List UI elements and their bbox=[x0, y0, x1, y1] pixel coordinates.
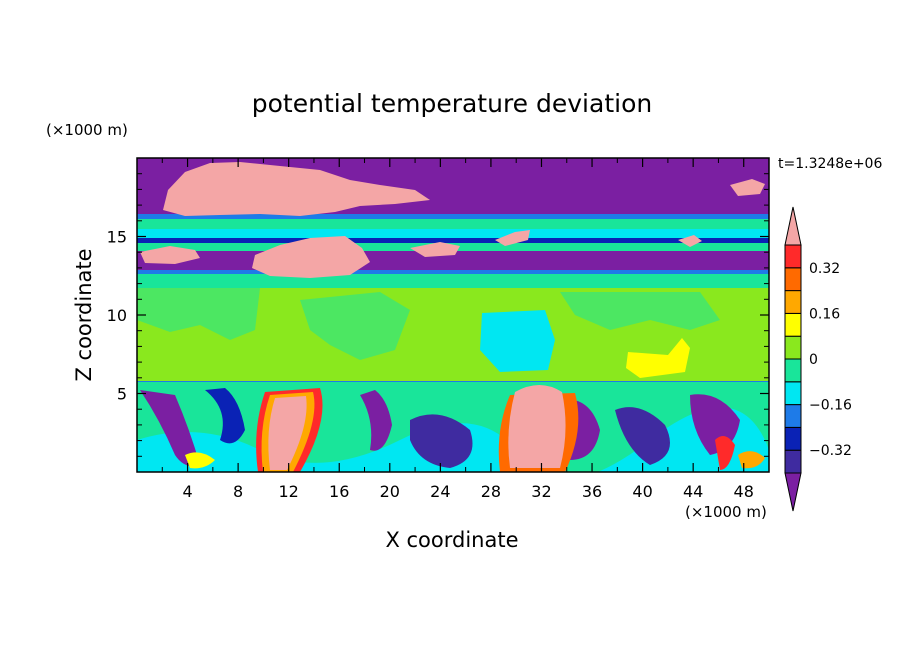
low-purple-6 bbox=[615, 407, 670, 465]
chart-title: potential temperature deviation bbox=[252, 89, 652, 118]
cyan-patch bbox=[480, 310, 555, 372]
colorbar-label: 0.16 bbox=[809, 306, 840, 322]
streak-green-c bbox=[560, 292, 720, 330]
colorbar-label: −0.32 bbox=[809, 443, 852, 459]
colorbar-swatch bbox=[784, 267, 802, 292]
streak-green-a bbox=[137, 288, 260, 340]
low-purple-2 bbox=[205, 388, 245, 444]
band-green-1 bbox=[137, 219, 769, 229]
low-yellow-spot-1 bbox=[185, 452, 215, 469]
band-cyan-1 bbox=[137, 229, 769, 238]
colorbar-swatch bbox=[784, 426, 802, 451]
x-tick-label: 4 bbox=[182, 482, 192, 501]
x-tick-label: 32 bbox=[531, 482, 551, 501]
low-red-spot bbox=[715, 436, 735, 470]
x-tick-label: 48 bbox=[734, 482, 754, 501]
colorbar-swatch bbox=[784, 449, 802, 474]
y-axis-label: Z coordinate bbox=[72, 248, 96, 381]
x-tick-label: 28 bbox=[481, 482, 501, 501]
low-purple-3 bbox=[360, 390, 392, 451]
band-blue-line-3 bbox=[137, 270, 769, 274]
band-green-3 bbox=[137, 274, 769, 288]
x-unit-label: (×1000 m) bbox=[685, 503, 767, 521]
pink-cloud-2 bbox=[252, 236, 370, 278]
time-label: t=1.3248e+06 bbox=[778, 156, 882, 172]
band-blue-line-2 bbox=[137, 238, 769, 243]
band-blue-line-1 bbox=[137, 214, 769, 219]
y-tick-label: 15 bbox=[107, 228, 127, 247]
y-ticks: 5 10 15 bbox=[107, 173, 769, 457]
x-tick-label: 44 bbox=[683, 482, 703, 501]
colorbar-label: −0.16 bbox=[809, 398, 852, 414]
colorbar: 0.32 0.16 0 −0.16 −0.32 bbox=[784, 206, 852, 512]
colorbar-swatch bbox=[784, 290, 802, 314]
low-yellow-spot-2 bbox=[738, 451, 765, 469]
x-tick-label: 8 bbox=[233, 482, 243, 501]
x-tick-label: 36 bbox=[582, 482, 602, 501]
x-axis-label: X coordinate bbox=[385, 528, 518, 552]
pink-cloud-5 bbox=[730, 179, 765, 196]
x-tick-label: 24 bbox=[430, 482, 450, 501]
pink-cloud-4 bbox=[410, 242, 460, 257]
colorbar-label: 0.32 bbox=[809, 261, 840, 277]
low-pink-plume-1 bbox=[268, 396, 307, 470]
colorbar-label: 0 bbox=[809, 352, 818, 368]
x-tick-label: 40 bbox=[632, 482, 652, 501]
pink-cloud-1 bbox=[163, 162, 430, 216]
x-tick-label: 12 bbox=[279, 482, 299, 501]
low-purple-4 bbox=[410, 414, 473, 468]
colorbar-swatch bbox=[784, 404, 802, 428]
x-tick-label: 16 bbox=[329, 482, 349, 501]
colorbar-max-triangle bbox=[784, 206, 802, 246]
contour-field bbox=[137, 158, 769, 472]
pink-cloud-6 bbox=[495, 230, 530, 246]
y-tick-label: 10 bbox=[107, 306, 127, 325]
pink-cloud-3 bbox=[140, 246, 200, 264]
low-pink-plume-2 bbox=[508, 385, 566, 468]
colorbar-swatch bbox=[784, 358, 802, 383]
y-tick-label: 5 bbox=[117, 385, 127, 404]
colorbar-swatch bbox=[784, 244, 802, 269]
colorbar-swatch bbox=[784, 312, 802, 337]
y-unit-label: (×1000 m) bbox=[46, 121, 128, 139]
yellow-patch bbox=[626, 338, 690, 378]
colorbar-swatch bbox=[784, 381, 802, 406]
low-purple-1 bbox=[140, 390, 200, 467]
convective-layer bbox=[137, 382, 769, 472]
colorbar-min-triangle bbox=[784, 472, 802, 512]
colorbar-swatch bbox=[784, 335, 802, 360]
x-ticks: 4 8 12 16 20 24 28 32 36 40 44 48 bbox=[161, 158, 754, 501]
pink-cloud-7 bbox=[678, 235, 702, 247]
streak-green-b bbox=[300, 292, 410, 360]
x-tick-label: 20 bbox=[380, 482, 400, 501]
